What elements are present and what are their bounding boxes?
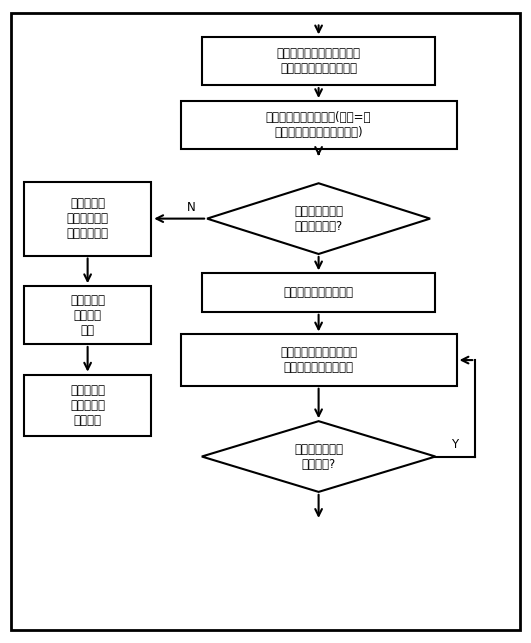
Bar bbox=[181, 101, 457, 149]
Bar bbox=[202, 273, 435, 312]
Text: 发送心跳命
令，将本控制
器作主控制器: 发送心跳命 令，将本控制 器作主控制器 bbox=[66, 197, 109, 240]
Text: 在心跳周期内接
收到命令?: 在心跳周期内接 收到命令? bbox=[294, 442, 343, 471]
Text: N: N bbox=[187, 201, 195, 213]
Text: 启动自动识
别地址功
能。: 启动自动识 别地址功 能。 bbox=[70, 294, 105, 336]
Text: 初始化，并设置好串行口中
断参数，准备好接收数据: 初始化，并设置好串行口中 断参数，准备好接收数据 bbox=[277, 47, 361, 75]
Bar bbox=[202, 37, 435, 85]
Polygon shape bbox=[207, 183, 430, 254]
Text: 接受主控制器命令，按设
定相应命令功能运行。: 接受主控制器命令，按设 定相应命令功能运行。 bbox=[280, 346, 357, 374]
Text: Y: Y bbox=[451, 439, 458, 451]
Polygon shape bbox=[202, 421, 435, 492]
Text: 延时一指定值的毫秒值(其值=本
智能电容器地址乘一固定值): 延时一指定值的毫秒值(其值=本 智能电容器地址乘一固定值) bbox=[266, 111, 371, 140]
Bar bbox=[181, 334, 457, 386]
Text: 控制整个智
能电容器系
统运行。: 控制整个智 能电容器系 统运行。 bbox=[70, 384, 105, 426]
Bar bbox=[24, 181, 151, 255]
Text: 将本控制器作从控制器: 将本控制器作从控制器 bbox=[284, 286, 354, 299]
Text: 延时期间接收到
串行口数据否?: 延时期间接收到 串行口数据否? bbox=[294, 204, 343, 233]
Bar bbox=[24, 286, 151, 344]
Bar bbox=[24, 374, 151, 436]
